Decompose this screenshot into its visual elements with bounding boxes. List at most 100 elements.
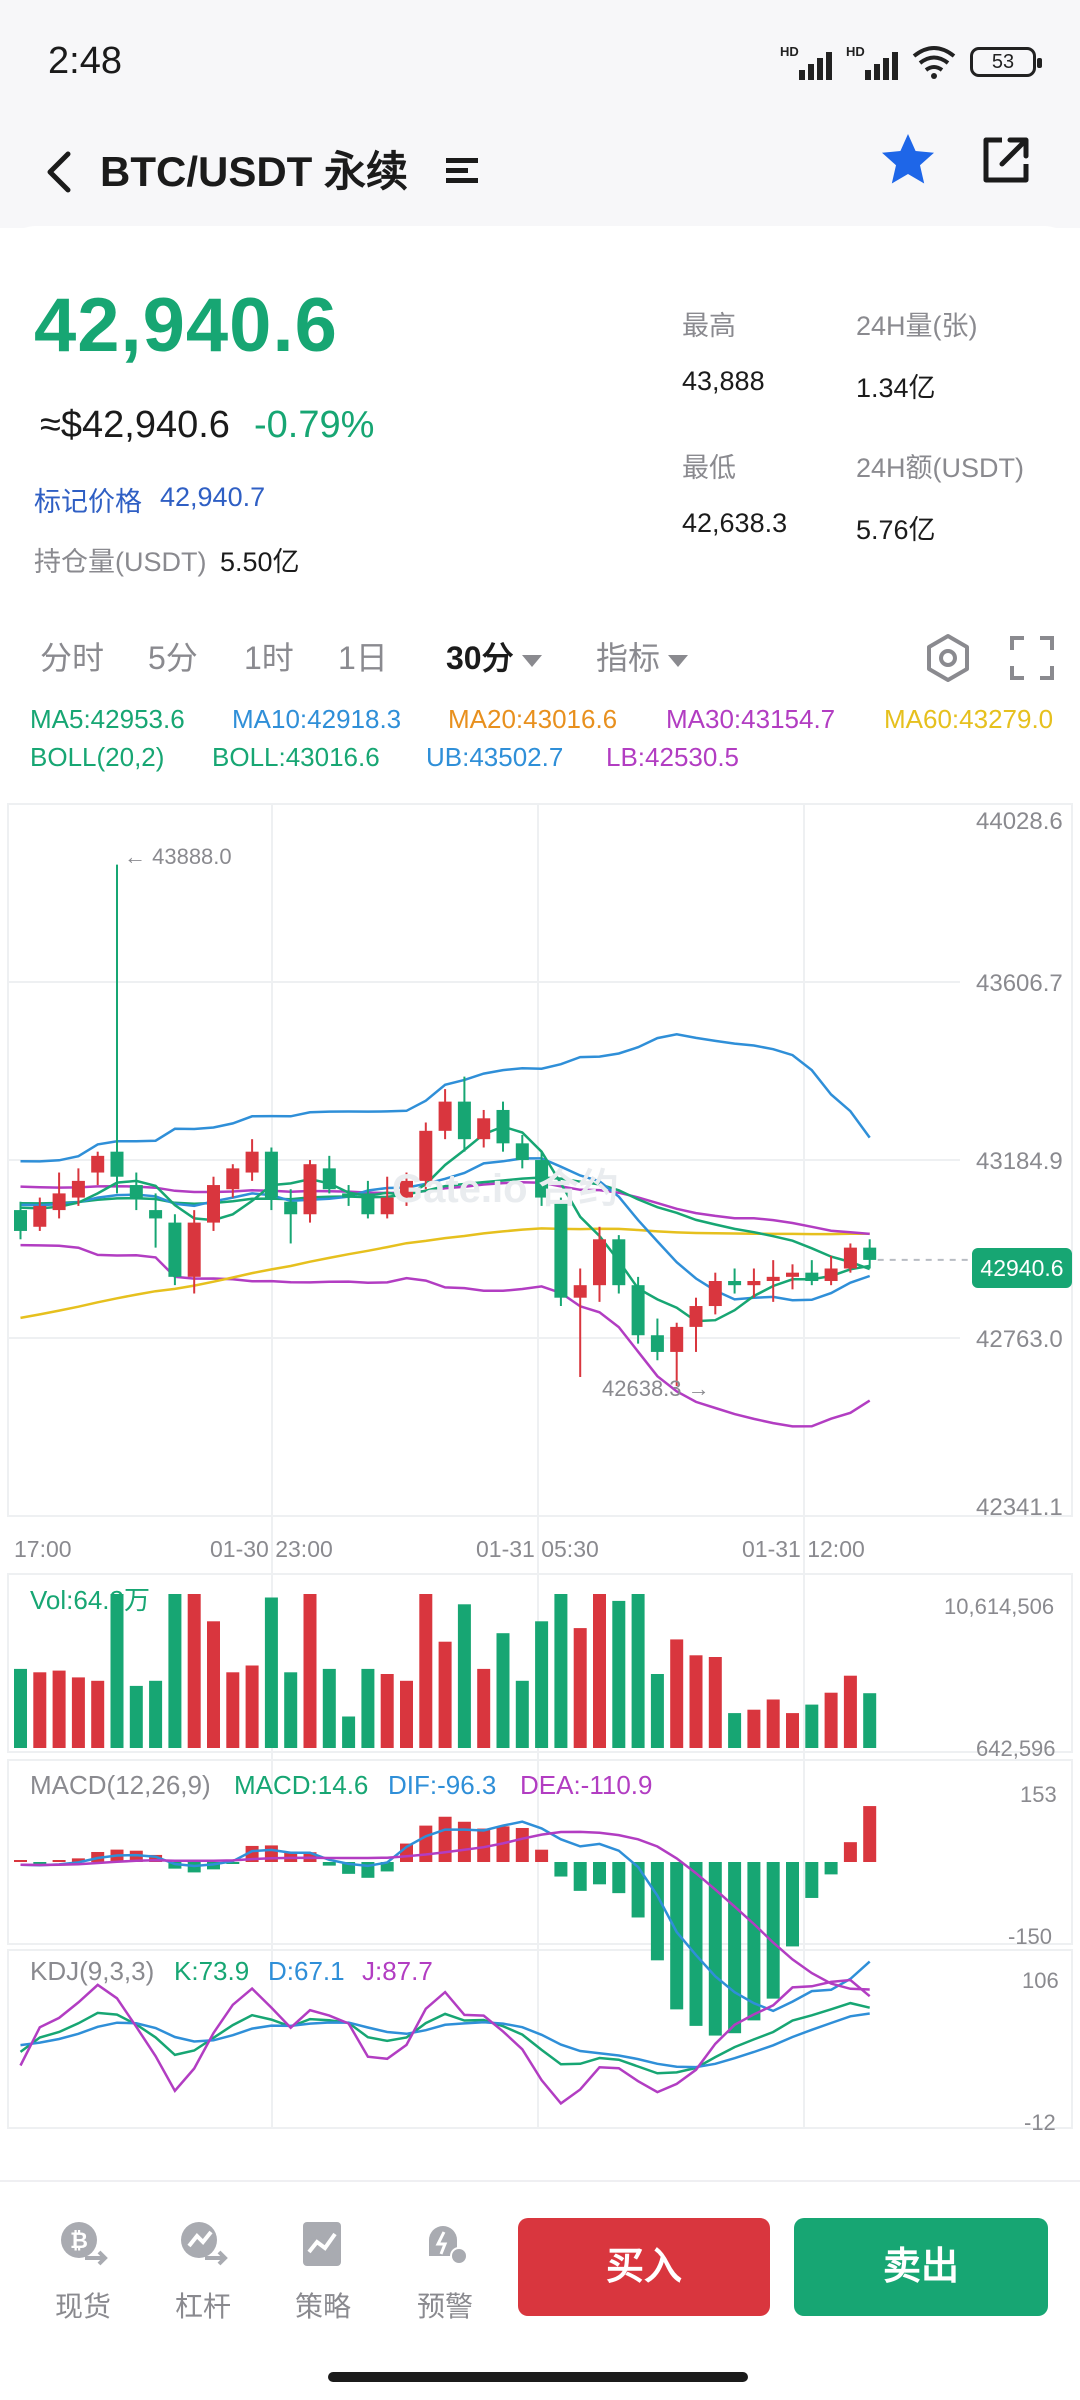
candle-down — [496, 1109, 510, 1144]
amount-24h-label: 24H额(USDT) — [856, 453, 1025, 483]
chart-settings-icon[interactable] — [920, 630, 976, 686]
tab-1h[interactable]: 1时 — [244, 640, 294, 676]
macd-histogram-bar — [554, 1862, 568, 1877]
favorite-star-icon[interactable] — [878, 130, 938, 190]
volume-bar — [689, 1655, 703, 1748]
kdj-legend: KDJ(9,3,3) — [30, 1956, 155, 1986]
volume-bar — [670, 1639, 684, 1748]
dea-legend: DEA:-110.9 — [520, 1770, 653, 1800]
switch-pair-icon[interactable] — [438, 140, 488, 200]
tab-30m[interactable]: 30分 — [446, 630, 542, 686]
volume-bar — [303, 1594, 317, 1748]
price-axis-label: 42341.1 — [976, 1494, 1063, 1521]
open-interest-value: 5.50亿 — [220, 547, 300, 577]
volume-bar — [14, 1668, 27, 1748]
candle-up — [380, 1197, 394, 1215]
back-arrow-icon[interactable] — [30, 142, 90, 202]
ma60-legend: MA60:43279.0 — [884, 704, 1054, 734]
high-marker: ← 43888.0 — [124, 844, 232, 869]
ma60-line — [20, 1227, 870, 1320]
macd-histogram-bar — [535, 1849, 549, 1862]
macd-histogram-bar — [631, 1862, 645, 1918]
ma30-line — [20, 1181, 870, 1236]
nav-alert[interactable]: 预警 — [400, 2216, 490, 2326]
price-axis-label: 43184.9 — [976, 1148, 1063, 1175]
macd-histogram-bar — [419, 1825, 433, 1862]
tab-line[interactable]: 分时 — [40, 640, 105, 676]
volume-bar — [650, 1674, 664, 1748]
volume-bar — [747, 1709, 761, 1748]
volume-bar — [168, 1594, 182, 1748]
boll-legend: BOLL(20,2) — [30, 742, 165, 772]
macd-histogram-bar — [477, 1828, 491, 1862]
time-axis-label: 17:00 — [14, 1536, 72, 1562]
candle-up — [71, 1180, 85, 1198]
volume-24h-label: 24H量(张) — [856, 311, 978, 341]
tab-30m-label: 30分 — [446, 640, 514, 676]
tab-5m[interactable]: 5分 — [148, 640, 198, 676]
candle-up — [824, 1268, 838, 1282]
candle-down — [631, 1285, 645, 1336]
ma5-line — [20, 1125, 870, 1323]
volume-bar — [515, 1680, 529, 1748]
time-axis-label: 01-30 23:00 — [210, 1536, 333, 1562]
macd-histogram-bar — [207, 1862, 220, 1870]
macd-axis-label: -150 — [1008, 1924, 1053, 1949]
macd-histogram-bar — [708, 1862, 722, 2036]
amount-24h-value: 5.76亿 — [856, 515, 936, 545]
boll-lb-legend: LB:42530.5 — [606, 742, 740, 772]
macd-histogram-bar — [786, 1862, 799, 1947]
macd-histogram-bar — [593, 1862, 606, 1885]
volume-bar — [708, 1657, 722, 1748]
candlestick-chart[interactable] — [0, 0, 1080, 2180]
volume-bar — [805, 1704, 819, 1748]
tab-indicators[interactable]: 指标 — [596, 630, 689, 686]
macd-histogram-bar — [689, 1862, 703, 2026]
margin-icon — [181, 2222, 228, 2266]
share-icon[interactable] — [976, 130, 1036, 190]
macd-histogram-bar — [805, 1862, 819, 1898]
volume-axis-label: 10,614,506 — [944, 1594, 1055, 1619]
nav-alert-label: 预警 — [416, 2291, 473, 2322]
boll-mid-line — [20, 1176, 871, 1271]
candle-up — [245, 1151, 259, 1173]
volume-bar — [419, 1594, 433, 1748]
candle-up — [400, 1180, 413, 1198]
ma30-legend: MA30:43154.7 — [666, 704, 836, 734]
candle-up — [747, 1281, 761, 1286]
interval-tabs: 分时 5分 1时 1日 30分 指标 — [0, 630, 1080, 690]
macd-dea-line — [20, 1830, 870, 1991]
fullscreen-icon[interactable] — [1004, 630, 1060, 686]
ma20-legend: MA20:43016.6 — [448, 704, 618, 734]
sell-button[interactable]: 卖出 — [794, 2218, 1048, 2316]
signal-icon: HD — [780, 44, 832, 80]
macd-legend: MACD(12,26,9) — [30, 1770, 211, 1800]
candle-down — [129, 1185, 143, 1198]
kdj-k-line — [19, 2001, 870, 2075]
volume-bar — [612, 1600, 626, 1748]
candle-down — [284, 1201, 298, 1215]
nav-margin[interactable]: 杠杆 — [158, 2216, 248, 2326]
candle-up — [766, 1276, 780, 1282]
spot-icon: ₿ — [61, 2222, 108, 2266]
volume-bar — [554, 1594, 568, 1748]
high-label: 最高 — [682, 311, 736, 341]
candle-up — [786, 1272, 799, 1277]
macd-histogram-bar — [515, 1827, 529, 1862]
home-indicator[interactable] — [328, 2372, 748, 2382]
chevron-down-icon — [521, 654, 542, 667]
candle-up — [593, 1239, 606, 1286]
tab-1d[interactable]: 1日 — [338, 640, 388, 676]
volume-bar — [110, 1594, 124, 1748]
page-title[interactable]: BTC/USDT 永续 — [100, 148, 408, 195]
macd-histogram-bar — [728, 1862, 742, 2034]
volume-legend: Vol:64.3万 — [30, 1585, 150, 1615]
mark-price-label[interactable]: 标记价格 — [34, 487, 142, 517]
volume-bar — [477, 1668, 491, 1748]
buy-button[interactable]: 买入 — [518, 2218, 770, 2316]
nav-strategy[interactable]: 策略 — [278, 2216, 368, 2326]
watermark-text: Gate.io 合约 — [392, 1167, 619, 1211]
chevron-down-icon — [668, 654, 689, 667]
nav-spot[interactable]: ₿ 现货 — [38, 2216, 128, 2326]
kdj-d-line — [20, 2012, 870, 2069]
